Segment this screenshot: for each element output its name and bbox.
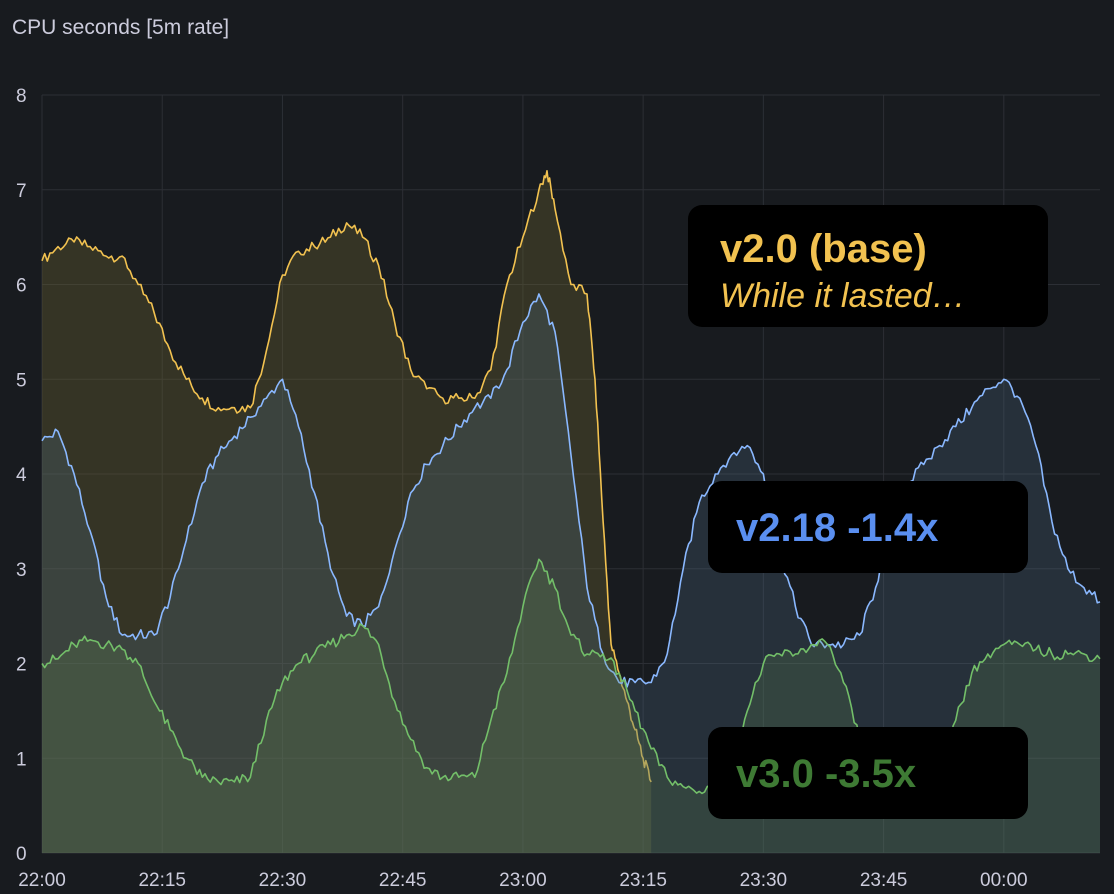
annotation-v3-0: v3.0 -3.5x xyxy=(708,727,1028,819)
y-tick-label: 5 xyxy=(16,370,27,391)
series-area-v2-0-base xyxy=(42,170,652,854)
series-area-v2-18 xyxy=(42,294,1100,853)
annotation-v2-18-title: v2.18 -1.4x xyxy=(736,506,939,550)
annotation-v2-18: v2.18 -1.4x xyxy=(708,481,1028,573)
x-tick-label: 23:45 xyxy=(860,870,908,891)
x-tick-label: 22:00 xyxy=(18,870,66,891)
panel-title: CPU seconds [5m rate] xyxy=(12,16,230,39)
y-tick-label: 0 xyxy=(16,844,27,865)
x-tick-label: 23:00 xyxy=(499,870,547,891)
x-tick-label: 23:30 xyxy=(740,870,788,891)
y-tick-label: 7 xyxy=(16,181,27,202)
annotation-v2-0: v2.0 (base) While it lasted… xyxy=(688,205,1048,327)
y-tick-label: 6 xyxy=(16,276,27,297)
x-tick-label: 22:45 xyxy=(379,870,427,891)
annotation-v2-0-subtitle: While it lasted… xyxy=(720,277,966,315)
series-line-v2-18 xyxy=(41,293,1101,688)
x-tick-label: 22:30 xyxy=(259,870,307,891)
y-tick-label: 2 xyxy=(16,655,27,676)
y-tick-label: 3 xyxy=(16,560,27,581)
y-tick-label: 4 xyxy=(16,465,27,486)
x-tick-label: 22:15 xyxy=(138,870,186,891)
x-tick-label: 00:00 xyxy=(980,870,1028,891)
series-line-v2-0-base xyxy=(41,170,652,783)
annotation-v2-0-title: v2.0 (base) xyxy=(720,227,927,271)
y-tick-label: 1 xyxy=(16,749,27,770)
x-tick-label: 23:15 xyxy=(619,870,667,891)
annotation-v3-0-title: v3.0 -3.5x xyxy=(736,752,917,796)
y-tick-label: 8 xyxy=(16,86,27,107)
